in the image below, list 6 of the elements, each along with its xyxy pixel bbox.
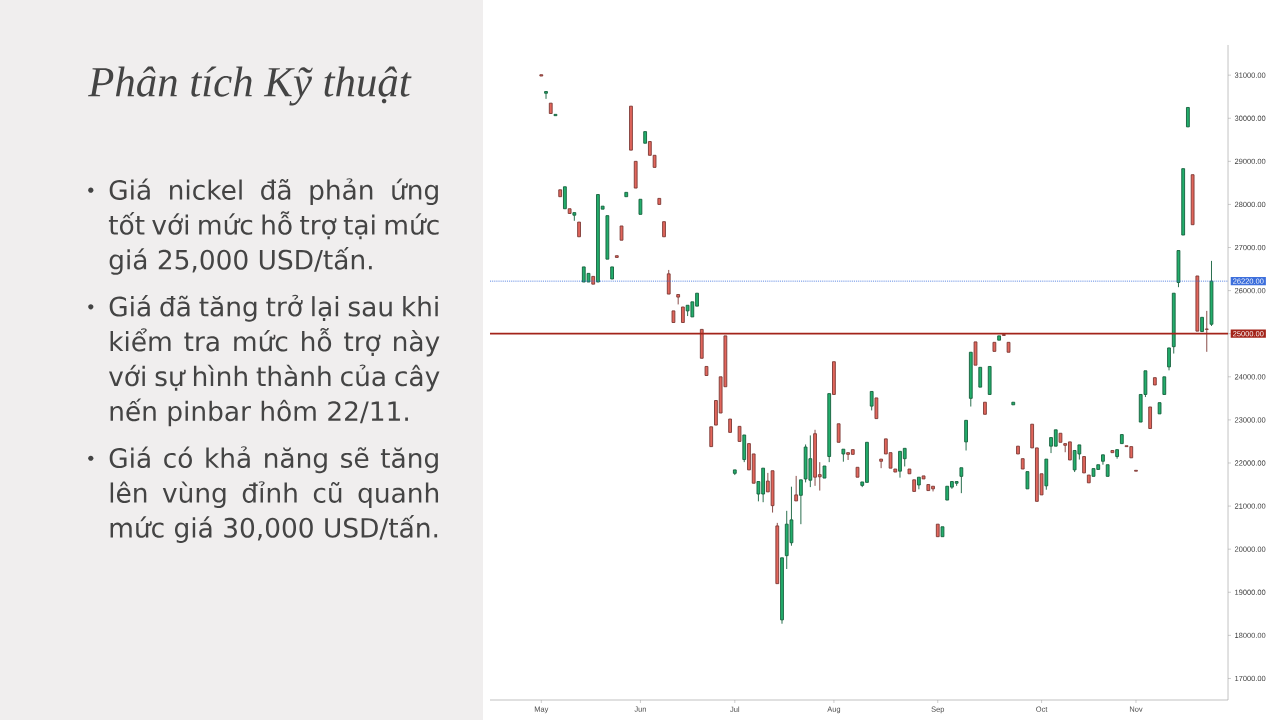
chart-title: Phân tích Kỹ thuật — [87, 66, 412, 106]
text: Giá đã tăng trở lại sau khi kiểm tra mức hỗ trợ này với sự hình thành của cây nến pinbar hôm 22/11. — [108, 294, 440, 427]
candlestick — [808, 434, 813, 488]
text: Giá có khả năng sẽ tăng lên vùng đỉnh cũ quanh mức giá 30,000 USD/tấn. — [109, 446, 439, 543]
candlestick — [1204, 310, 1209, 353]
text: Giá nickel đã phản ứng tốt với mức hỗ trợ tại mức giá 25,000 USD/tấn. — [108, 178, 439, 275]
